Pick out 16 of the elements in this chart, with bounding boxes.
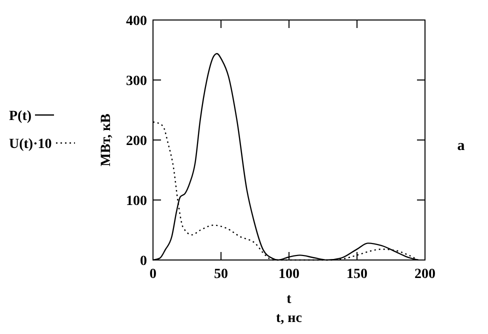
y-tick-label: 0 (140, 254, 147, 269)
y-tick-label: 400 (126, 14, 147, 29)
x-tick-label: 0 (150, 267, 156, 282)
legend-label: U(t)·10 (9, 137, 52, 152)
x-tick-label: 50 (214, 267, 228, 282)
x-tick-label: 150 (346, 267, 368, 282)
x-tick-label: 100 (278, 267, 300, 282)
text: а (457, 138, 466, 154)
text: t, нс (276, 311, 302, 326)
y-tick-label: 200 (126, 134, 147, 149)
y-tick-label: 300 (126, 74, 147, 89)
y-axis-title: МВт, кВ (99, 114, 114, 166)
x-tick-label: 200 (414, 267, 436, 282)
x-axis-title: t (286, 292, 292, 307)
legend-label: P(t) (9, 109, 32, 124)
y-tick-label: 100 (126, 194, 147, 209)
